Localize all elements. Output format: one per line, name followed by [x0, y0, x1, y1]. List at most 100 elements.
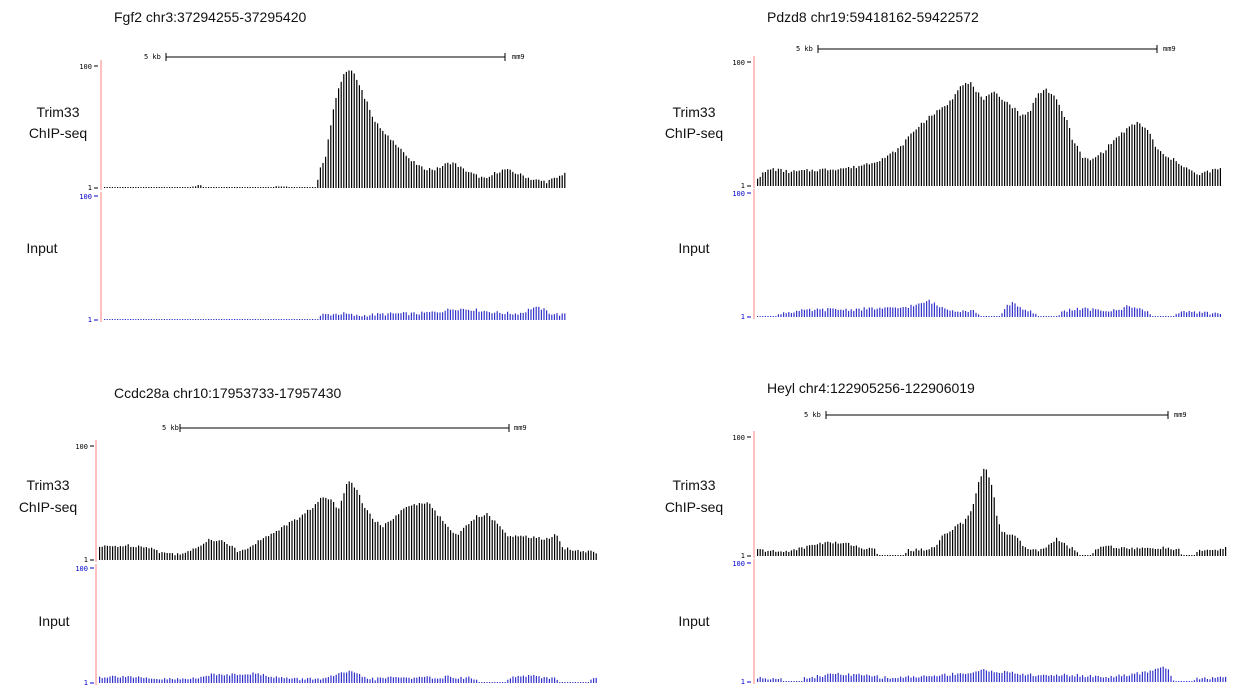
signal-bar: [1178, 163, 1180, 186]
signal-bar: [1186, 167, 1188, 186]
signal-bar: [551, 537, 553, 560]
signal-bar: [988, 671, 990, 682]
signal-bar: [827, 308, 829, 317]
signal-bar: [320, 497, 322, 560]
signal-bar: [434, 510, 436, 560]
signal-bar: [444, 163, 446, 188]
signal-bar: [221, 187, 223, 188]
signal-bar: [455, 533, 457, 560]
signal-bar: [593, 551, 595, 560]
signal-bar: [382, 527, 384, 560]
signal-bar: [918, 677, 920, 682]
signal-bar: [322, 497, 324, 560]
signal-bar: [314, 504, 316, 560]
signal-bar: [1183, 681, 1185, 682]
signal-bar: [455, 678, 457, 683]
signal-bar: [876, 553, 878, 556]
signal-bar: [143, 547, 145, 560]
signal-bar: [1079, 676, 1081, 682]
signal-bar: [260, 319, 262, 320]
signal-bar: [491, 520, 493, 560]
signal-bar: [130, 319, 132, 320]
signal-bar: [1206, 170, 1208, 186]
signal-bar: [431, 678, 433, 683]
signal-bar: [1030, 310, 1032, 317]
signal-bar: [897, 308, 899, 317]
scale-bar: 5 kb mm9: [144, 53, 525, 61]
signal-bar: [959, 86, 961, 186]
signal-bar: [317, 501, 319, 560]
signal-bar: [1108, 677, 1110, 682]
signal-bar: [788, 312, 790, 317]
signal-bar: [351, 70, 353, 188]
signal-bar: [538, 306, 540, 320]
signal-bar: [811, 676, 813, 682]
signal-bar: [806, 169, 808, 186]
signal-bar: [408, 677, 410, 683]
signal-bar: [1074, 143, 1076, 186]
signal-bar: [1079, 310, 1081, 317]
signal-bar: [822, 677, 824, 682]
signal-bar: [900, 146, 902, 186]
signal-bar: [301, 319, 303, 320]
signal-bar: [1196, 174, 1198, 186]
signal-bar: [1128, 549, 1130, 556]
signal-bar: [1035, 313, 1037, 317]
signal-bar: [1134, 673, 1136, 682]
signal-bar: [970, 82, 972, 186]
signal-bar: [291, 520, 293, 560]
signal-bar: [1071, 547, 1073, 556]
signal-bar: [286, 677, 288, 683]
signal-bar: [855, 308, 857, 317]
signal-bar: [382, 313, 384, 320]
signal-bar: [346, 672, 348, 683]
signal-bar: [143, 678, 145, 683]
signal-bar: [788, 173, 790, 186]
signal-bar: [845, 308, 847, 317]
signal-bar: [247, 187, 249, 188]
signal-bar: [205, 675, 207, 683]
signal-bar: [176, 187, 178, 188]
signal-bar: [1058, 104, 1060, 186]
signal-bar: [923, 550, 925, 556]
signal-bar: [145, 187, 147, 188]
signal-bar: [954, 675, 956, 682]
signal-bar: [1152, 548, 1154, 556]
signal-bar: [996, 672, 998, 682]
signal-bar: [153, 549, 155, 560]
track-label-input: Input: [26, 240, 57, 256]
signal-bar: [777, 314, 779, 317]
signal-bar: [1141, 671, 1143, 682]
signal-bar: [1209, 679, 1211, 682]
signal-bar: [949, 100, 951, 186]
signal-bar: [226, 674, 228, 683]
signal-bar: [314, 187, 316, 188]
signal-bar: [200, 319, 202, 320]
signal-bar: [842, 675, 844, 682]
signal-bar: [164, 678, 166, 683]
signal-bar: [785, 313, 787, 317]
signal-bar: [1102, 677, 1104, 682]
signal-bar: [273, 533, 275, 560]
signal-bar: [788, 681, 790, 682]
signal-bar: [307, 678, 309, 683]
signal-bar: [153, 678, 155, 683]
signal-bar: [327, 314, 329, 320]
signal-bar: [338, 88, 340, 188]
signal-bar: [177, 553, 179, 560]
signal-bar: [400, 510, 402, 560]
signal-bar: [330, 675, 332, 683]
signal-bar: [585, 552, 587, 560]
signal-bar: [790, 313, 792, 317]
signal-bar: [327, 139, 329, 188]
signal-bar: [512, 536, 514, 560]
signal-bar: [944, 106, 946, 186]
signal-bar: [889, 555, 891, 556]
signal-bar: [975, 91, 977, 186]
signal-bar: [140, 319, 142, 320]
signal-bar: [1128, 675, 1130, 682]
signal-bar: [1056, 674, 1058, 682]
signal-bar: [920, 303, 922, 317]
signal-bar: [515, 535, 517, 560]
